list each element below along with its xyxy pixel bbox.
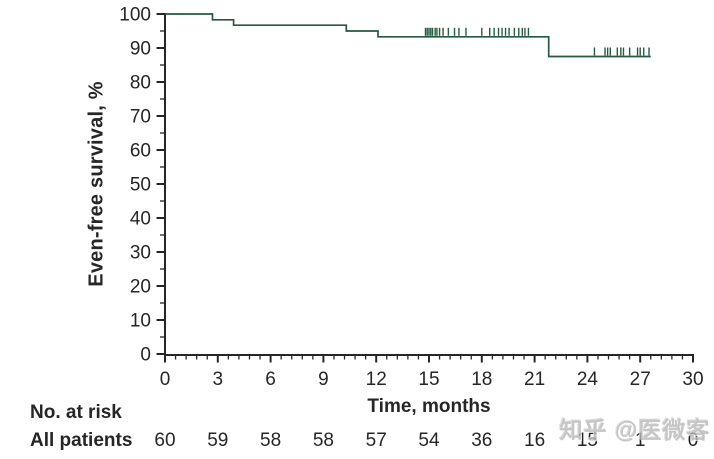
risk-value: 59 xyxy=(207,430,228,451)
risk-value: 1 xyxy=(635,430,646,451)
y-ticks xyxy=(156,13,165,355)
risk-value: 54 xyxy=(418,430,440,451)
y-tick-label: 40 xyxy=(130,209,151,230)
x-tick-label: 12 xyxy=(366,369,387,390)
x-tick-label: 30 xyxy=(682,369,703,390)
y-tick-label: 80 xyxy=(130,73,151,94)
y-tick-label: 50 xyxy=(130,175,151,196)
y-tick-label: 30 xyxy=(130,243,151,264)
risk-row-label: All patients xyxy=(30,430,133,451)
risk-value: 58 xyxy=(313,430,334,451)
y-tick-label: 10 xyxy=(130,311,151,332)
x-ticks xyxy=(164,355,694,363)
risk-value: 57 xyxy=(366,430,387,451)
risk-value: 58 xyxy=(260,430,281,451)
y-tick-label: 100 xyxy=(119,5,151,26)
x-tick-label: 3 xyxy=(213,369,224,390)
risk-values: 60 59 58 58 57 54 36 16 15 1 0 xyxy=(154,430,698,451)
censor-marks xyxy=(424,27,650,56)
risk-value: 0 xyxy=(688,430,699,451)
survival-curve-path xyxy=(165,13,651,58)
risk-value: 15 xyxy=(577,430,598,451)
y-tick-label: 0 xyxy=(140,345,151,366)
x-tick-label: 21 xyxy=(524,369,545,390)
x-axis-title: Time, months xyxy=(367,396,491,417)
risk-value: 36 xyxy=(471,430,492,451)
y-tick-label: 20 xyxy=(130,277,151,298)
risk-value: 60 xyxy=(154,430,175,451)
risk-table-header: No. at risk xyxy=(30,402,122,423)
x-tick-label: 9 xyxy=(318,369,329,390)
x-tick-label: 18 xyxy=(471,369,492,390)
x-tick-label: 6 xyxy=(265,369,276,390)
x-tick-label: 24 xyxy=(577,369,599,390)
x-tick-label: 15 xyxy=(418,369,439,390)
axes xyxy=(164,13,694,356)
risk-value: 16 xyxy=(524,430,545,451)
watermark: 知乎 @医微客 xyxy=(559,417,711,443)
y-axis-title: Even-free survival, % xyxy=(85,81,108,287)
x-tick-label: 0 xyxy=(160,369,171,390)
y-tick-label: 60 xyxy=(130,141,151,162)
x-tick-label: 27 xyxy=(630,369,651,390)
y-tick-label: 70 xyxy=(130,107,151,128)
y-tick-label: 90 xyxy=(130,39,151,60)
